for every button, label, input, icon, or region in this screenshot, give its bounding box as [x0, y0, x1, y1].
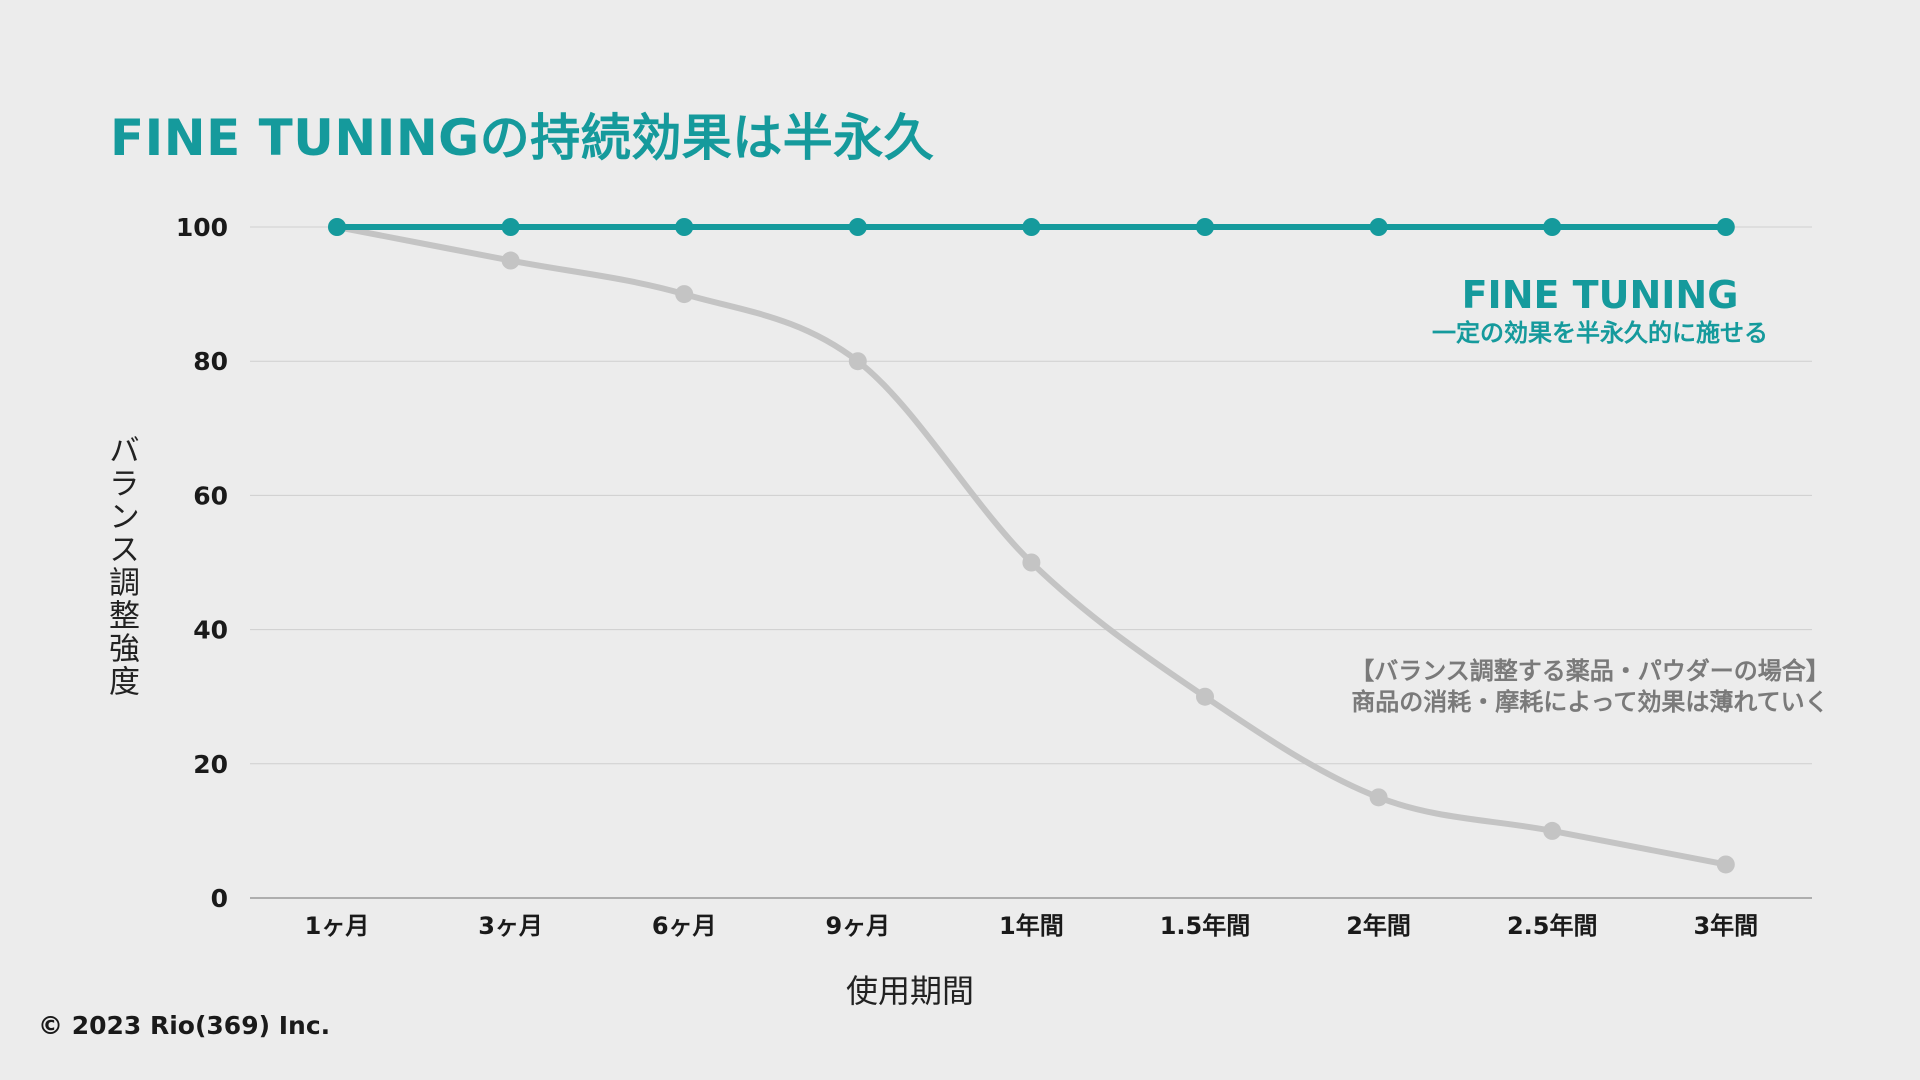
- y-tick-label-20: 20: [193, 750, 228, 779]
- y-tick-label-80: 80: [193, 347, 228, 376]
- x-tick-labels: 1ヶ月 3ヶ月 6ヶ月 9ヶ月 1年間 1.5年間 2年間 2.5年間 3年間: [305, 912, 1759, 940]
- y-axis-label: バランス調整強度: [103, 434, 139, 698]
- x-tick-label: 3ヶ月: [478, 912, 543, 940]
- data-point: [1543, 218, 1562, 236]
- chemical-annotation: 【バランス調整する薬品・パウダーの場合】 商品の消耗・摩耗によって効果は薄れてい…: [1270, 656, 1910, 718]
- y-tick-label-0: 0: [211, 884, 228, 913]
- chemical-annotation-line1: 【バランス調整する薬品・パウダーの場合】: [1350, 657, 1830, 685]
- x-tick-label: 2年間: [1346, 912, 1411, 940]
- data-point: [675, 218, 694, 236]
- y-tick-label-100: 100: [176, 213, 228, 242]
- fine-tuning-name: FINE TUNING: [1461, 273, 1739, 317]
- x-tick-label: 9ヶ月: [825, 912, 890, 940]
- x-axis-label: 使用期間: [845, 972, 974, 1010]
- series-group: [328, 218, 1735, 874]
- x-tick-label: 1年間: [999, 912, 1064, 940]
- chemical-annotation-line2: 商品の消耗・摩耗によって効果は薄れていく: [1351, 688, 1829, 716]
- fine-tuning-description: 一定の効果を半永久的に施せる: [1432, 319, 1768, 347]
- data-point: [328, 218, 346, 236]
- data-point: [1022, 553, 1041, 572]
- data-point: [848, 218, 867, 236]
- x-tick-label: 1.5年間: [1160, 912, 1251, 940]
- data-point: [501, 251, 520, 270]
- y-tick-labels: 0 20 40 60 80 100: [176, 213, 228, 913]
- x-tick-label: 6ヶ月: [652, 912, 717, 940]
- x-tick-label: 3年間: [1693, 912, 1758, 940]
- data-point: [1196, 218, 1214, 236]
- fine-tuning-annotation: FINE TUNING 一定の効果を半永久的に施せる: [1350, 272, 1850, 348]
- data-point: [1369, 788, 1388, 807]
- copyright: © 2023 Rio(369) Inc.: [38, 1011, 331, 1040]
- data-point: [1369, 218, 1388, 236]
- data-point: [501, 218, 520, 236]
- data-point: [1716, 218, 1735, 236]
- data-point: [1543, 821, 1562, 840]
- y-tick-label-60: 60: [193, 481, 228, 510]
- series-fine-tuning: [328, 218, 1735, 236]
- data-point: [1196, 687, 1214, 706]
- data-point: [848, 352, 867, 371]
- y-tick-label-40: 40: [193, 616, 228, 645]
- data-point: [675, 285, 694, 304]
- data-point: [1022, 218, 1041, 236]
- page-title: FINE TUNINGの持続効果は半永久: [110, 109, 935, 167]
- x-tick-label: 2.5年間: [1507, 912, 1598, 940]
- data-point: [1716, 855, 1735, 874]
- x-tick-label: 1ヶ月: [305, 912, 370, 940]
